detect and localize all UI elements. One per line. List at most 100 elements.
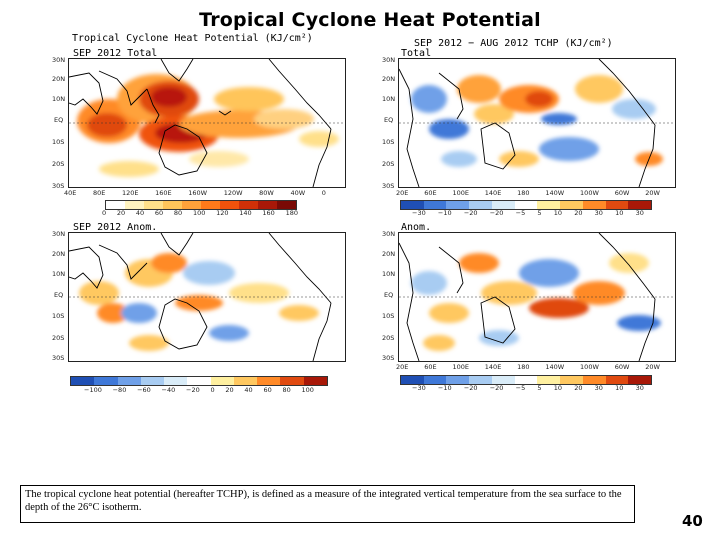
colorbar-label: 180 <box>285 209 298 217</box>
xtick: 100W <box>580 363 599 371</box>
top-left-header: Tropical Cyclone Heat Potential (KJ/cm²) <box>72 33 313 44</box>
ytick: 20N <box>382 250 396 258</box>
colorbar-swatch <box>582 201 606 209</box>
colorbar-swatch <box>210 377 234 385</box>
colorbar-label: 80 <box>282 386 291 394</box>
colorbar-swatch <box>258 201 277 209</box>
colorbar-swatch <box>491 201 515 209</box>
colorbar-swatch <box>182 201 201 209</box>
colorbar-change-total-labels: −30 −10 −20 −20 −5 5 10 20 30 10 30 <box>412 209 644 217</box>
colorbar-swatch <box>280 377 304 385</box>
colorbar-label: 20 <box>225 386 234 394</box>
ytick: 20S <box>52 334 65 342</box>
map-panel-change-anomaly <box>398 232 676 362</box>
colorbar-label: 100 <box>192 209 206 217</box>
colorbar-swatch <box>560 376 583 384</box>
xtick: 20W <box>645 363 660 371</box>
colorbar-swatch <box>233 377 258 385</box>
ytick: 30N <box>382 230 396 238</box>
colorbar-swatch <box>446 201 470 209</box>
colorbar-label: −10 <box>437 209 452 217</box>
colorbar-swatch <box>560 201 583 209</box>
colorbar-swatch <box>582 376 606 384</box>
xtick: 20W <box>645 189 660 197</box>
xtick: 180 <box>517 363 530 371</box>
colorbar-swatch <box>277 201 296 209</box>
colorbar-total-labels: 0 20 40 60 80 100 120 140 160 180 <box>102 209 298 217</box>
colorbar-swatch <box>469 376 492 384</box>
colorbar-label: 20 <box>574 209 583 217</box>
tchp-anomaly-map <box>69 233 345 361</box>
colorbar-swatch <box>303 377 327 385</box>
ytick: 30S <box>382 354 395 362</box>
bottom-right-label: Anom. <box>401 222 432 233</box>
colorbar-anomaly <box>70 376 328 386</box>
colorbar-swatch <box>163 201 182 209</box>
colorbar-swatch <box>491 376 515 384</box>
ytick: 20N <box>382 75 396 83</box>
colorbar-label: 120 <box>216 209 229 217</box>
xtick: 180 <box>517 189 530 197</box>
tchp-change-anomaly-map <box>399 233 675 361</box>
colorbar-swatch <box>239 201 258 209</box>
colorbar-swatch <box>201 201 220 209</box>
colorbar-label: 30 <box>594 384 603 392</box>
colorbar-label: 5 <box>537 209 542 217</box>
xtick: 100E <box>452 363 469 371</box>
ytick: 30S <box>382 182 395 190</box>
colorbar-label: −60 <box>137 386 151 394</box>
xtick: 60E <box>424 363 437 371</box>
colorbar-change-total <box>400 200 652 210</box>
ytick: 10N <box>52 270 66 278</box>
xtick: 140W <box>545 363 565 371</box>
colorbar-swatch <box>628 376 652 384</box>
colorbar-swatch <box>628 201 652 209</box>
ytick: 30N <box>382 56 396 64</box>
colorbar-swatch <box>106 201 125 209</box>
xtick: 40E <box>64 189 77 197</box>
colorbar-label: 30 <box>635 209 644 217</box>
colorbar-label: 160 <box>262 209 275 217</box>
colorbar-label: 10 <box>553 209 563 217</box>
colorbar-label: 10 <box>615 209 624 217</box>
top-right-label: Total <box>401 48 432 59</box>
xtick: 0 <box>321 189 326 197</box>
ytick: 10S <box>382 138 395 146</box>
colorbar-swatch <box>514 376 538 384</box>
colorbar-swatch <box>446 376 470 384</box>
colorbar-swatch <box>164 377 188 385</box>
page-number: 40 <box>682 512 703 530</box>
colorbar-label: 30 <box>594 209 603 217</box>
colorbar-swatch <box>144 201 163 209</box>
colorbar-change-anomaly <box>400 375 652 385</box>
colorbar-label: −80 <box>112 386 127 394</box>
xtick: 100W <box>580 189 599 197</box>
colorbar-label: −30 <box>412 384 426 392</box>
xtick: 120W <box>223 189 243 197</box>
top-right-header: SEP 2012 − AUG 2012 TCHP (KJ/cm²) <box>414 38 613 49</box>
map-panel-total <box>68 58 346 188</box>
colorbar-label: 10 <box>553 384 563 392</box>
xtick: 40W <box>290 189 306 197</box>
colorbar-label: 60 <box>154 209 164 217</box>
ytick: 20S <box>382 334 395 342</box>
colorbar-label: 20 <box>574 384 583 392</box>
tchp-change-total-map <box>399 59 675 187</box>
xtick: 60W <box>614 189 630 197</box>
caption-box: The tropical cyclone heat potential (her… <box>20 485 635 523</box>
caption-text: The tropical cyclone heat potential (her… <box>25 489 622 513</box>
ytick: 20N <box>52 75 66 83</box>
ytick: EQ <box>54 291 64 299</box>
ytick: 10S <box>52 312 65 320</box>
colorbar-label: −20 <box>463 384 478 392</box>
colorbar-swatch <box>605 201 629 209</box>
top-right-xticks: 20E 60E 100E 140E 180 140W 100W 60W 20W <box>396 189 660 197</box>
ytick: 30S <box>52 354 65 362</box>
colorbar-swatch <box>401 376 424 384</box>
page-title: Tropical Cyclone Heat Potential <box>199 9 541 31</box>
xtick: 60W <box>614 363 630 371</box>
xtick: 60E <box>424 189 437 197</box>
ytick: 20S <box>52 160 65 168</box>
ytick: 30N <box>52 230 66 238</box>
colorbar-label: −100 <box>84 386 102 394</box>
